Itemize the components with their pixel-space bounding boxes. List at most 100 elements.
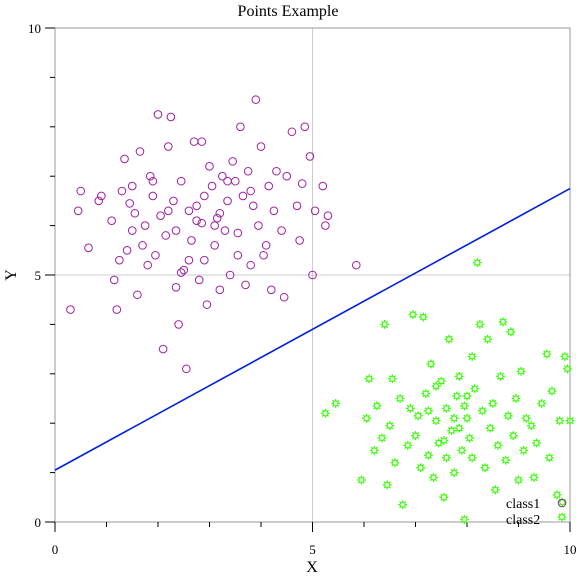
data-point-class2 <box>493 441 503 450</box>
data-point-class1 <box>164 206 173 216</box>
data-point-class2 <box>490 485 500 495</box>
data-point-class1 <box>174 320 183 329</box>
data-point-class1 <box>112 305 122 314</box>
data-point-class2 <box>508 431 518 440</box>
data-point-class1 <box>259 250 268 260</box>
data-point-class2 <box>429 473 438 482</box>
data-point-class2 <box>369 445 379 455</box>
data-point-class2 <box>462 413 472 423</box>
data-point-class2 <box>457 445 467 455</box>
data-point-class2 <box>563 364 572 374</box>
data-point-class2 <box>362 413 371 423</box>
data-point-class2 <box>560 352 570 361</box>
x-axis: 0 5 10 <box>52 522 576 557</box>
data-point-class2 <box>387 374 397 384</box>
data-point-class2 <box>478 406 487 416</box>
data-point-class1 <box>73 206 83 216</box>
data-point-class1 <box>297 179 307 188</box>
data-point-class1 <box>182 364 191 374</box>
data-point-class1 <box>151 250 160 260</box>
data-point-class1 <box>246 260 255 270</box>
data-point-class2 <box>408 310 418 319</box>
x-tick-label: 0 <box>52 542 59 557</box>
data-point-class2 <box>439 436 449 445</box>
data-point-class1 <box>127 181 137 191</box>
data-point-class2 <box>431 416 441 426</box>
data-point-class2 <box>501 455 511 465</box>
data-point-class1 <box>184 206 194 216</box>
legend-marker-class2 <box>557 512 567 522</box>
data-point-class2 <box>460 401 469 411</box>
data-point-class1 <box>148 176 158 186</box>
data-point-class1 <box>267 285 276 295</box>
data-point-class1 <box>179 265 189 275</box>
data-point-class1 <box>97 191 106 201</box>
data-point-class2 <box>480 463 490 473</box>
data-point-class2 <box>565 416 575 426</box>
data-point-class1 <box>66 305 75 314</box>
data-point-class2 <box>462 391 472 401</box>
data-point-class2 <box>506 327 516 337</box>
data-point-class1 <box>351 260 361 270</box>
data-point-class2 <box>395 394 405 403</box>
data-point-class1 <box>76 186 86 196</box>
legend-label-class2: class2 <box>506 513 540 528</box>
y-tick-label: 0 <box>35 515 42 530</box>
data-point-class1 <box>127 226 137 235</box>
data-point-class1 <box>256 142 266 151</box>
data-point-class1 <box>225 270 235 280</box>
data-point-class1 <box>192 201 201 211</box>
y-axis-label: Y <box>3 269 20 281</box>
data-point-class1 <box>210 241 219 250</box>
data-point-class1 <box>310 206 320 216</box>
data-point-class1 <box>218 171 227 181</box>
data-point-class2 <box>547 386 557 396</box>
data-point-class1 <box>145 171 155 181</box>
data-point-class1 <box>207 181 217 191</box>
data-point-class1 <box>279 292 289 302</box>
data-point-class2 <box>421 389 431 398</box>
data-point-class2 <box>498 317 508 327</box>
data-point-class1 <box>230 176 240 186</box>
data-point-class2 <box>514 475 523 485</box>
data-point-class2 <box>372 401 382 411</box>
data-point-class2 <box>331 399 341 408</box>
data-point-class2 <box>436 376 446 386</box>
data-point-class2 <box>475 320 485 329</box>
data-point-class2 <box>418 312 428 322</box>
data-point-class2 <box>442 453 451 463</box>
data-point-class1 <box>215 285 225 295</box>
data-point-class1 <box>241 280 250 290</box>
data-point-class1 <box>228 157 237 166</box>
data-point-class1 <box>187 236 196 245</box>
data-point-class2 <box>447 426 456 436</box>
data-point-class1 <box>189 137 199 146</box>
data-point-class2 <box>403 441 413 450</box>
data-point-class1 <box>233 250 243 260</box>
data-point-class1 <box>243 166 253 176</box>
data-point-class1 <box>300 122 310 132</box>
data-point-class2 <box>405 403 415 413</box>
data-point-class1 <box>233 228 243 238</box>
data-point-class1 <box>117 186 127 196</box>
data-point-class1 <box>287 127 297 137</box>
gridlines <box>55 28 570 522</box>
data-point-class1 <box>223 176 232 186</box>
data-point-class1 <box>200 255 209 265</box>
data-point-class2 <box>465 433 474 443</box>
series-class1 <box>66 95 361 374</box>
data-point-class2 <box>449 413 459 423</box>
legend-label-class1: class1 <box>506 497 540 512</box>
data-point-class2 <box>416 463 426 473</box>
legend-marker-class1 <box>557 498 567 508</box>
data-point-class1 <box>140 221 150 230</box>
data-point-class2 <box>496 371 505 381</box>
data-point-class2 <box>532 438 541 448</box>
data-point-class1 <box>169 196 178 206</box>
data-point-class2 <box>485 423 495 433</box>
x-tick-label: 5 <box>309 542 316 557</box>
data-point-class2 <box>470 384 480 394</box>
data-point-class1 <box>292 201 302 211</box>
data-point-class1 <box>238 191 248 201</box>
data-point-class2 <box>439 492 449 502</box>
